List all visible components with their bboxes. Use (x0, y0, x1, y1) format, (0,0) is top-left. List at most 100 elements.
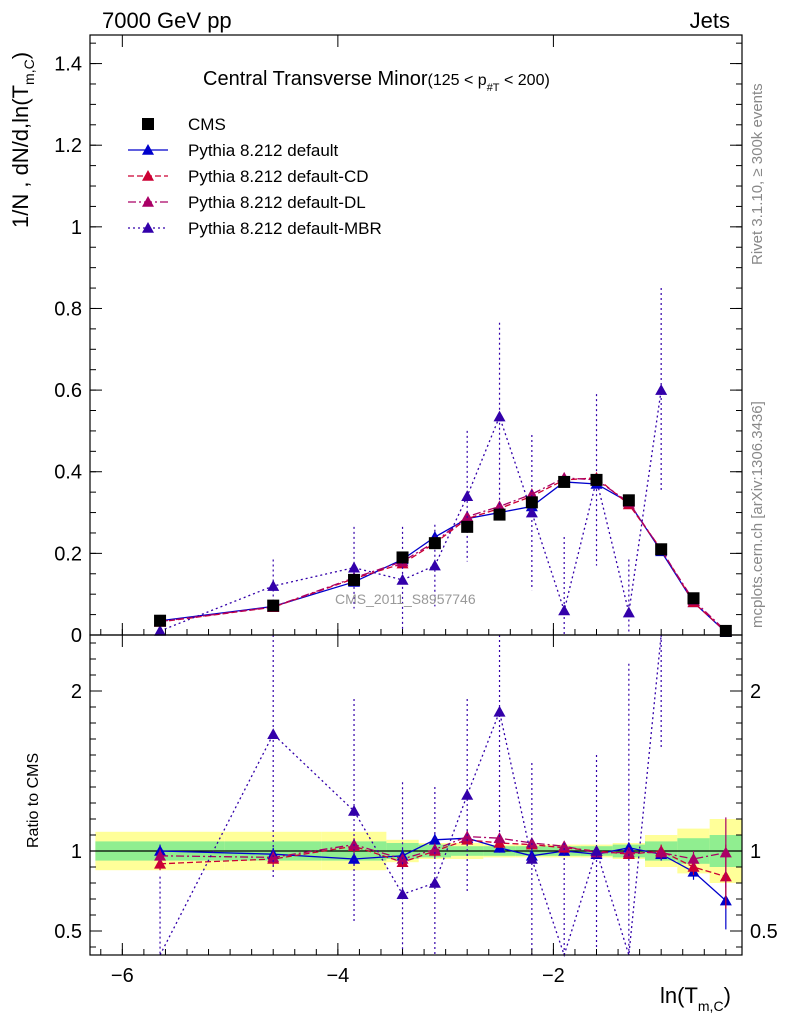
x-tick-label: −6 (111, 965, 134, 987)
ratio-marker-3 (622, 846, 635, 858)
data-marker-cms (428, 537, 441, 550)
y-tick-label: 0.8 (54, 298, 82, 320)
ratio-plot-frame (89, 634, 743, 956)
series-marker-4 (525, 506, 538, 518)
mcplots-label: mcplots.cern.ch [arXiv:1306.3436] (749, 401, 766, 628)
ratio-tick-label-right: 2 (750, 681, 761, 703)
series-line-4 (159, 390, 662, 632)
ratio-marker-4 (348, 805, 361, 816)
ratio-marker-2 (154, 857, 167, 869)
data-marker-cms (655, 543, 668, 556)
ratio-marker-4 (493, 705, 506, 717)
ratio-tick-label-left: 1 (71, 841, 82, 863)
x-axis-label-main: ln(T (660, 983, 698, 1008)
data-marker-cms (558, 475, 571, 488)
series-marker-4 (622, 606, 635, 618)
header-right: Jets (690, 8, 730, 33)
ratio-marker-4 (428, 877, 441, 888)
ratio-marker-4 (590, 845, 603, 856)
legend-marker-2 (142, 170, 154, 181)
series-marker-4 (461, 490, 474, 502)
data-marker-cms (622, 494, 635, 507)
chart-title-range-suffix: < 200) (500, 72, 550, 89)
legend: CMS Pythia 8.212 default Pythia 8.212 defa… (128, 115, 382, 238)
watermark: CMS_2011_S8957746 (335, 591, 476, 607)
ratio-marker-3 (525, 837, 538, 848)
legend-marker-1 (142, 144, 154, 155)
legend-label-1: Pythia 8.212 default (188, 141, 339, 160)
x-tick-label: −4 (326, 965, 349, 987)
y-axis-label-main: 1/N , dN/d,ln(T (8, 85, 33, 228)
y-tick-label: 0.2 (54, 543, 82, 565)
ratio-marker-3 (687, 853, 700, 864)
rivet-label: Rivet 3.1.10, ≥ 300k events (749, 83, 766, 265)
data-marker-cms (461, 520, 474, 533)
chart-title-range-prefix: (125 < p (428, 72, 487, 89)
ratio-marker-1 (428, 833, 441, 845)
y-tick-label: 1.2 (54, 135, 82, 157)
x-axis-label: ln(Tm,C) (660, 983, 731, 1014)
y-axis-label-close: ) (8, 52, 33, 59)
series-marker-4 (348, 561, 361, 573)
legend-label-3: Pythia 8.212 default-DL (188, 193, 366, 212)
ratio-line-2 (160, 839, 727, 878)
x-tick-label: −2 (542, 965, 565, 987)
ratio-tick-label-right: 1 (750, 841, 761, 863)
data-marker-cms (590, 473, 603, 486)
data-marker-cms (267, 599, 280, 612)
ratio-marker-3 (719, 846, 732, 858)
y-tick-label: 0 (71, 625, 82, 647)
chart-title: Central Transverse Minor(125 < p#T < 200… (203, 68, 550, 94)
ratio-tick-label-left: 2 (71, 681, 82, 703)
legend-marker-4 (142, 222, 154, 233)
x-axis-label-close: ) (724, 983, 731, 1008)
series-marker-4 (267, 580, 280, 591)
y-axis-label: 1/N , dN/d,ln(Tm,C) (8, 52, 37, 228)
series-marker-4 (655, 384, 668, 395)
series-line-2 (159, 477, 727, 633)
series-line-3 (159, 477, 727, 632)
y-tick-label: 1 (71, 217, 82, 239)
y-tick-label: 0.6 (54, 380, 82, 402)
series-marker-4 (396, 573, 409, 585)
ratio-marker-3 (655, 846, 668, 858)
y-tick-label: 1.4 (54, 54, 82, 76)
chart-title-main: Central Transverse Minor (203, 68, 428, 90)
ratio-marker-4 (461, 789, 474, 800)
y-axis-label-sub: m,C (21, 59, 37, 85)
legend-marker-cms (142, 118, 154, 130)
ratio-marker-4 (267, 728, 280, 739)
data-marker-cms (525, 496, 538, 509)
series-layer (154, 288, 732, 637)
x-axis-label-sub: m,C (698, 998, 724, 1014)
ratio-tick-label-right: 0.5 (750, 921, 778, 943)
series-marker-4 (558, 604, 571, 616)
ratio-marker-4 (525, 853, 538, 864)
data-marker-cms (493, 508, 506, 521)
ratio-marker-3 (154, 849, 167, 861)
chart-title-range-sub: #T (487, 82, 500, 94)
ratio-series-layer (154, 634, 732, 958)
header-left: 7000 GeV pp (102, 8, 232, 33)
series-marker-4 (428, 559, 441, 571)
series-marker-4 (493, 410, 506, 422)
legend-marker-3 (142, 196, 154, 207)
axes-layer: −6 −4 −2 0 0.2 0.4 0.6 0.8 1 1.2 1.4 0.5 0.5 1 1 2 2 (54, 35, 778, 987)
ratio-marker-3 (558, 840, 571, 851)
legend-label-2: Pythia 8.212 default-CD (188, 167, 369, 186)
ratio-line-3 (160, 835, 726, 860)
data-marker-cms (396, 551, 409, 564)
ratio-marker-1 (348, 853, 361, 864)
series-marker-3 (493, 500, 506, 512)
ratio-tick-label-left: 0.5 (54, 921, 82, 943)
legend-label-0: CMS (188, 115, 226, 134)
legend-label-4: Pythia 8.212 default-MBR (188, 219, 382, 238)
data-marker-cms (154, 614, 167, 627)
y-tick-label: 0.4 (54, 462, 82, 484)
series-marker-4 (154, 624, 167, 636)
ratio-line-4 (159, 634, 662, 958)
ratio-marker-4 (396, 888, 409, 899)
series-marker-3 (525, 488, 538, 499)
